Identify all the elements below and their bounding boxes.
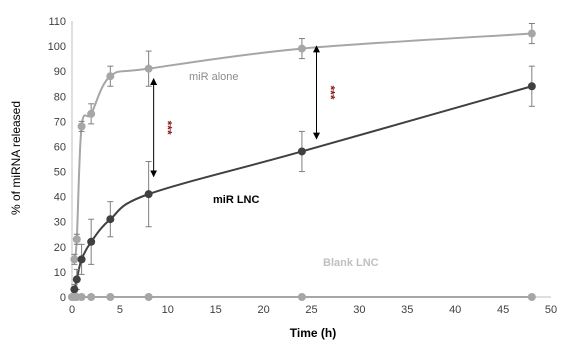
data-point (72, 235, 81, 244)
y-tick-label: 80 (54, 91, 66, 103)
x-tick-label: 35 (401, 304, 413, 316)
data-point (527, 29, 536, 38)
data-point (106, 293, 115, 301)
x-tick-label: 5 (117, 304, 123, 316)
data-point (106, 215, 115, 224)
x-tick-label: 0 (69, 304, 75, 316)
y-tick-label: 90 (54, 66, 66, 78)
annotation-layer: *** *** (150, 45, 338, 178)
y-axis-title: % of miRNA released (9, 101, 23, 215)
series-layer (68, 23, 536, 301)
data-point (106, 72, 115, 81)
y-tick-label: 40 (54, 192, 66, 204)
data-point (87, 293, 96, 301)
series-1 (70, 65, 536, 295)
data-point (87, 109, 96, 118)
data-point (144, 293, 153, 301)
data-point (527, 82, 536, 91)
x-tick-label: 50 (545, 304, 557, 316)
x-tick-label: 45 (497, 304, 509, 316)
data-point (144, 64, 153, 73)
y-tick-label: 100 (48, 41, 66, 53)
data-point (77, 122, 86, 131)
axes (71, 21, 551, 298)
x-tick-label: 10 (162, 304, 174, 316)
y-tick-label: 50 (54, 167, 66, 179)
significance-label: *** (324, 86, 338, 100)
data-point (77, 255, 86, 264)
x-tick-label: 40 (449, 304, 461, 316)
y-tick-labels: 0 10 20 30 40 50 60 70 80 90 100 110 (48, 16, 66, 304)
series-line (73, 85, 533, 290)
data-point (297, 44, 306, 53)
y-tick-label: 30 (54, 217, 66, 229)
x-tick-label: 25 (305, 304, 317, 316)
series-label-miR-alone: miR alone (189, 71, 239, 83)
y-tick-label: 60 (54, 141, 66, 153)
series-2 (68, 293, 536, 301)
data-point (77, 293, 86, 301)
data-point (72, 275, 81, 284)
data-point (144, 190, 153, 199)
y-tick-label: 10 (54, 267, 66, 279)
y-tick-label: 110 (48, 16, 66, 28)
data-point (70, 255, 79, 264)
data-point (297, 293, 306, 301)
x-axis-title: Time (h) (290, 326, 336, 340)
series-label-blank-LNC: Blank LNC (323, 257, 379, 269)
data-point (87, 237, 96, 246)
data-point (297, 147, 306, 156)
y-tick-label: 70 (54, 116, 66, 128)
x-tick-label: 30 (353, 304, 365, 316)
series-0 (70, 23, 536, 265)
y-tick-label: 20 (54, 242, 66, 254)
data-point (70, 285, 79, 294)
series-label-miR-LNC: miR LNC (213, 194, 260, 206)
x-tick-labels: 0 5 10 15 20 25 30 35 40 45 50 (69, 304, 557, 316)
y-tick-label: 0 (60, 292, 66, 304)
significance-label: *** (161, 121, 175, 135)
x-tick-label: 20 (257, 304, 269, 316)
x-tick-label: 15 (210, 304, 222, 316)
series-line (73, 32, 532, 260)
data-point (527, 293, 536, 301)
